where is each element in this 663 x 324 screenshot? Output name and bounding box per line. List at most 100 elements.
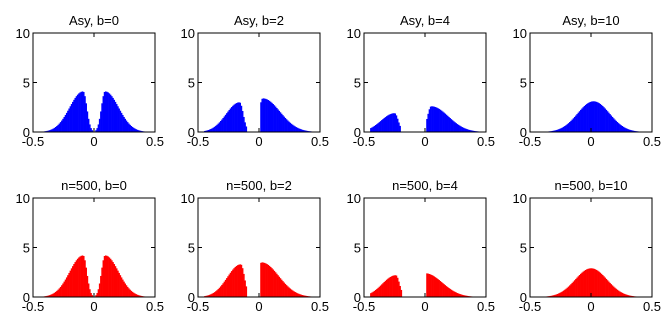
histogram-bar [235,103,238,132]
histogram-bar [620,125,622,132]
subplot-title: Asy, b=4 [400,13,450,28]
histogram-bar [223,116,226,132]
histogram-bar [205,130,207,132]
x-tick-label: 0 [421,299,428,314]
histogram-bar [379,121,382,132]
histogram-bar [446,115,449,132]
histogram-bar [588,102,591,132]
histogram-bar [228,274,231,297]
histogram-bar [603,276,605,297]
y-tick-label: 0 [354,125,361,140]
histogram-bar [385,116,388,132]
histogram-bar [580,273,582,297]
histogram-bar [581,108,583,132]
histogram-bar [221,119,223,132]
histogram-bar [440,282,443,297]
histogram-bar [285,119,288,132]
histogram-bar [595,269,598,297]
histogram-bar [459,125,461,132]
histogram-bar [106,255,108,297]
histogram-bar [553,130,555,132]
histogram-bar [468,129,471,132]
histogram-bar [120,112,123,132]
histogram-bar [70,104,73,132]
histogram-bar [74,97,76,132]
histogram-bar [120,277,123,297]
histogram-bar [448,287,450,297]
y-tick-label: 10 [181,191,195,206]
y-tick-label: 5 [188,76,195,91]
histogram-bar [266,264,268,297]
histogram-bar [597,270,599,297]
histogram-bar [78,93,80,132]
histogram-bar [294,126,296,132]
histogram-bar [610,115,613,132]
histogram-bar [294,291,296,297]
histogram-bar [102,96,105,132]
histogram-bar [384,117,387,132]
histogram-bar [65,112,68,132]
histogram-bar [211,128,213,132]
histogram-bar [57,124,59,132]
histogram-bar [217,123,220,132]
histogram-bar [388,114,390,132]
histogram-bar [219,286,222,297]
histogram-bar [395,115,398,132]
histogram-bar [51,294,53,297]
subplot-title: Asy, b=0 [69,13,119,28]
histogram-bar [554,130,556,132]
histogram-bar [583,270,586,297]
histogram-bar [559,292,561,297]
histogram-bar [85,103,87,132]
histogram-bar [601,106,604,132]
x-tick-label: -0.5 [353,134,375,149]
histogram-bar [111,260,113,297]
histogram-bar [100,275,102,297]
histogram-bar [633,130,636,132]
histogram-bar [630,130,632,132]
histogram-bar [623,293,626,297]
histogram-bar [565,125,567,132]
histogram-bar [589,268,592,297]
histogram-bar [135,294,137,297]
histogram-bar [376,124,378,132]
histogram-bar [553,295,555,297]
histogram-bar [464,128,466,132]
histogram-bar [623,127,626,132]
histogram-bar [550,295,553,297]
histogram-bar [90,128,92,132]
histogram-bar [232,269,234,297]
histogram-bar [279,278,282,297]
histogram-bar [133,292,135,297]
histogram-bar [67,110,69,132]
histogram-bar [437,108,439,132]
histogram-bar [83,255,85,297]
histogram-bar [558,129,560,132]
histogram-bar [621,126,624,132]
histogram-bar [383,118,386,132]
histogram-bar [601,275,604,297]
histogram-bar [583,106,586,132]
histogram-bar [243,273,245,297]
histogram-bar [293,291,295,297]
histogram-bar [600,273,603,297]
histogram-bar [245,126,248,132]
histogram-bar [576,277,578,297]
histogram-bar [260,102,262,132]
x-tick-label: -0.5 [187,134,209,149]
histogram-bar [564,126,566,132]
histogram-bar [288,287,290,297]
histogram-bar [591,101,593,132]
histogram-bar [272,269,274,297]
histogram-bar [205,295,207,297]
histogram-bar [393,113,395,132]
histogram-bar [76,94,79,132]
histogram-bar [234,266,237,297]
histogram-bar [561,127,564,132]
histogram-bar [435,278,438,297]
histogram-bar [103,255,106,297]
histogram-bar [223,281,226,297]
histogram-bar [101,267,103,297]
histogram-bar [228,109,231,132]
